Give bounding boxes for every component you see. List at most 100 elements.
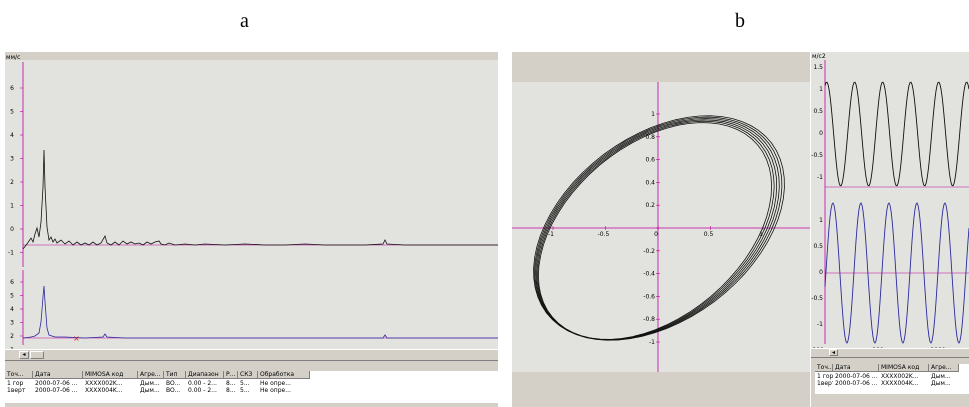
- table-column-header[interactable]: Точ...: [5, 371, 33, 379]
- orbit-y-tick-label: -0.4: [643, 271, 655, 278]
- table-column-header[interactable]: Обработка: [258, 371, 310, 379]
- spectrum-measurement-table: Точ... 1 гор 1верт Дата 2000-07-06 ... 2000-0…: [5, 371, 498, 403]
- orbit-y-tick-label: -1: [649, 339, 655, 346]
- waveform-y-tick-label: 1: [819, 86, 823, 93]
- table-cell: BO...: [166, 387, 181, 394]
- waveform-y-tick-label: -0.5: [811, 152, 823, 159]
- table-cell: 2000-07-06 ...: [835, 380, 878, 387]
- waveform-y-tick-label: -0.5: [811, 295, 823, 302]
- orbit-window: 1 0.8 0.6 0.4 0.2 -0.2 -0.4 -0.6 -0.8 -1 -1 -0.5 0 0.…: [512, 52, 810, 407]
- waveform-plot: м/с2 1.510.50-0.5-110.50-0.5-18009001000: [811, 52, 969, 354]
- table-cell: 5...: [240, 387, 250, 394]
- orbit-y-tick-label: 0.4: [645, 179, 655, 186]
- table-cell: XXXX002K...: [881, 373, 919, 380]
- orbit-y-tick-label: -0.6: [643, 293, 655, 300]
- scroll-left-button[interactable]: ◂: [19, 351, 29, 359]
- table-cell: Дым...: [140, 380, 160, 387]
- table-column-header[interactable]: Дата: [833, 364, 879, 372]
- table-column-header[interactable]: Точ...: [815, 364, 833, 372]
- table-column-header[interactable]: MIMOSA код: [83, 371, 138, 379]
- spectrum-vertical-trace-line: [22, 285, 498, 339]
- label-b: b: [735, 10, 745, 32]
- orbit-trajectory: [533, 115, 785, 341]
- waveform-y-tick-label: 1: [819, 217, 823, 224]
- y-tick-label: 3: [10, 156, 14, 163]
- table-cell: 2000-07-06 ...: [35, 380, 78, 387]
- y-tick-label: 5: [10, 109, 14, 116]
- y-tick-label: 5: [10, 293, 14, 300]
- y-tick-label: 4: [10, 306, 14, 313]
- table-column-header[interactable]: Тип: [164, 371, 186, 379]
- table-cell: 2000-07-06 ...: [835, 373, 878, 380]
- y-tick-label: 3: [10, 320, 14, 327]
- waveform-unit: м/с2: [812, 53, 826, 60]
- table-cell: 1верт: [7, 387, 26, 394]
- table-cell: 0.00 - 2...: [188, 387, 217, 394]
- table-cell: XXXX002K...: [85, 380, 123, 387]
- orbit-x-tick-label: -1: [548, 231, 554, 238]
- y-tick-label: 1: [10, 203, 14, 210]
- orbit-x-tick-label: 0: [654, 231, 658, 238]
- y-tick-label: 6: [10, 85, 14, 92]
- waveform-scroll-left-button[interactable]: ◂: [829, 349, 838, 356]
- y-tick-label: 6: [10, 279, 14, 286]
- table-cell: Не опре...: [260, 380, 291, 387]
- y-tick-label: 2: [10, 333, 14, 340]
- table-column-header[interactable]: Диапазон: [186, 371, 224, 379]
- table-cell: Дым...: [140, 387, 160, 394]
- table-cell: 0.00 - 2...: [188, 380, 217, 387]
- table-cell: 2000-07-06 ...: [35, 387, 78, 394]
- orbit-y-tick-label: 0.6: [645, 157, 655, 164]
- waveform-y-tick-label: -1: [817, 321, 823, 328]
- spectrum-cursor-marker: ×: [73, 334, 80, 343]
- table-cell: BO...: [166, 380, 181, 387]
- table-column-header[interactable]: Агре...: [138, 371, 164, 379]
- table-cell: 1верт: [817, 380, 833, 387]
- table-cell: XXXX004K...: [85, 387, 123, 394]
- table-cell: 8...: [226, 387, 236, 394]
- orbit-x-tick-label: 1: [759, 231, 763, 238]
- waveform-y-tick-label: 1.5: [813, 64, 823, 71]
- orbit-y-tick-label: 1: [651, 111, 655, 118]
- orbit-x-tick-label: 0.5: [704, 231, 714, 238]
- waveform-y-tick-label: 0.5: [813, 108, 823, 115]
- table-cell: 1 гор: [7, 380, 24, 387]
- spectrum-horizontal-scrollbar[interactable]: ◂: [5, 349, 498, 361]
- spectrum-horizontal-trace-line: [22, 149, 498, 250]
- y-tick-label: 0: [10, 226, 14, 233]
- y-tick-label: 4: [10, 132, 14, 139]
- table-column-header[interactable]: MIMOSA код: [879, 364, 929, 372]
- spectrum-unit: мм/с: [6, 54, 20, 61]
- table-cell: XXXX004K...: [881, 380, 919, 387]
- orbit-y-tick-label: 0.2: [645, 202, 655, 209]
- y-tick-label: 2: [10, 179, 14, 186]
- orbit-y-tick-label: 0.8: [645, 134, 655, 141]
- table-cell: Не опре...: [260, 387, 291, 394]
- horizontal-waveform-line: [824, 81, 969, 187]
- y-tick-label: -1: [8, 250, 14, 257]
- waveform-horizontal-scrollbar[interactable]: ◂: [811, 348, 969, 358]
- table-cell: 1 гор: [817, 373, 833, 380]
- table-column-header[interactable]: Дата: [33, 371, 83, 379]
- waveform-window: м/с2 1.510.50-0.5-110.50-0.5-18009001000…: [811, 52, 969, 407]
- waveform-y-tick-label: -1: [817, 174, 823, 181]
- orbit-loop-line: [533, 115, 785, 341]
- waveform-y-tick-label: 0: [819, 130, 823, 137]
- orbit-axes: 1 0.8 0.6 0.4 0.2 -0.2 -0.4 -0.6 -0.8 -1 -1 -0.5 0 0.…: [512, 82, 810, 372]
- table-column-header[interactable]: СКЗ: [238, 371, 258, 379]
- orbit-y-tick-label: -0.8: [643, 316, 655, 323]
- label-a: a: [240, 10, 249, 32]
- table-cell: 8...: [226, 380, 236, 387]
- waveform-y-tick-label: 0: [819, 269, 823, 276]
- table-column-header[interactable]: Агре...: [929, 364, 959, 372]
- table-cell: Дым...: [931, 380, 951, 387]
- table-cell: 5...: [240, 380, 250, 387]
- vertical-waveform-line: [824, 202, 969, 344]
- scroll-thumb[interactable]: [30, 351, 44, 359]
- waveform-y-tick-label: 0.5: [813, 243, 823, 250]
- orbit-plot: 1 0.8 0.6 0.4 0.2 -0.2 -0.4 -0.6 -0.8 -1 -1 -0.5 0 0.…: [512, 82, 810, 372]
- table-column-header[interactable]: Р...: [224, 371, 238, 379]
